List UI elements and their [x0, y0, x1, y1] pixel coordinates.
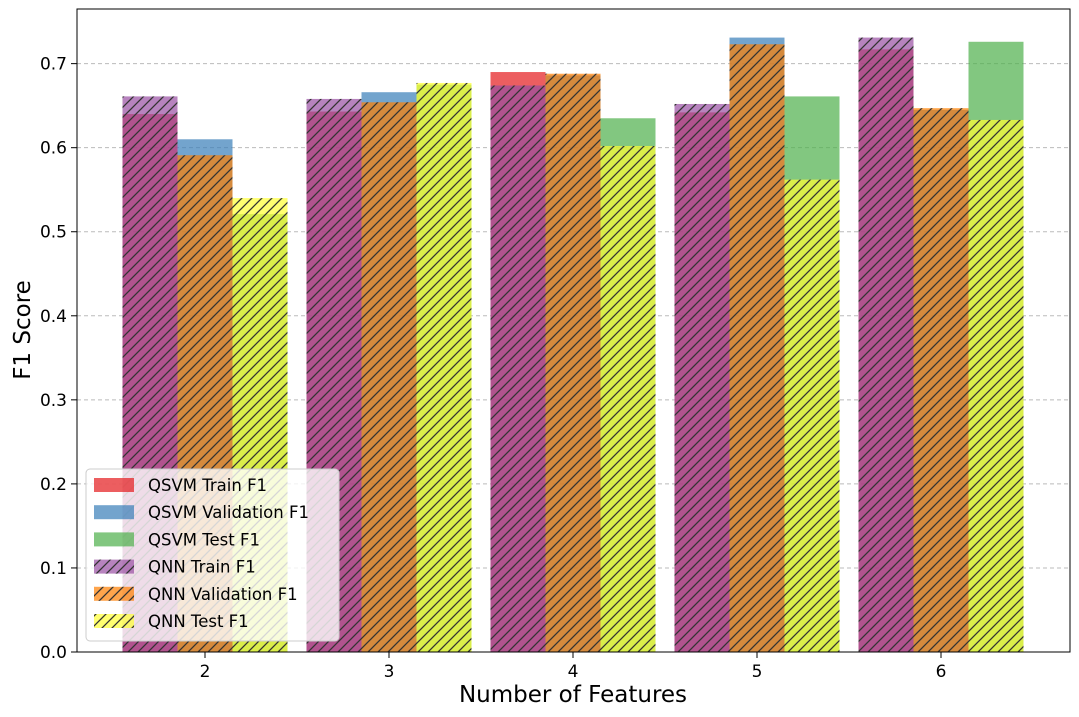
bar-qnn-validation-f1 [729, 44, 785, 653]
legend-swatch [94, 532, 134, 547]
bar-qnn-test-f1 [968, 119, 1024, 652]
legend-swatch [94, 478, 134, 492]
legend-item: QSVM Train F1 [94, 476, 267, 495]
y-tick-label: 0.2 [40, 475, 67, 495]
bar-qnn-train-f1 [490, 85, 546, 653]
legend-label: QSVM Train F1 [148, 476, 267, 495]
y-tick-label: 0.4 [40, 307, 67, 327]
legend-label: QSVM Test F1 [148, 530, 260, 549]
y-axis-title: F1 Score [10, 280, 36, 380]
x-tick-label: 4 [568, 662, 579, 682]
x-tick-label: 6 [936, 662, 947, 682]
legend-label: QNN Test F1 [148, 612, 249, 631]
legend-item: QNN Validation F1 [94, 585, 298, 604]
legend-box [85, 468, 340, 642]
x-tick-label: 5 [752, 662, 763, 682]
bar-qnn-validation-f1 [361, 102, 417, 653]
legend-item: QNN Test F1 [94, 612, 249, 631]
y-tick-label: 0.0 [40, 643, 67, 663]
legend-swatch [94, 505, 134, 520]
y-tick-label: 0.6 [40, 139, 67, 159]
legend-item: QNN Train F1 [94, 558, 256, 577]
bar-qnn-test-f1 [416, 82, 472, 653]
bar-qnn-train-f1 [674, 103, 730, 653]
legend: QSVM Train F1 QSVM Validation F1 QSVM Test… [85, 468, 340, 642]
axis-ticks: 0.0 0.1 0.2 0.3 0.4 0.5 0.6 0.7 2 3 4 5 6 [40, 55, 946, 682]
legend-item: QSVM Validation F1 [94, 503, 309, 522]
legend-item: QSVM Test F1 [94, 530, 260, 549]
y-tick-label: 0.1 [40, 559, 67, 579]
bars [122, 37, 1024, 653]
bar-qnn-test-f1 [600, 146, 656, 652]
y-tick-label: 0.7 [40, 55, 67, 75]
legend-label: QNN Validation F1 [148, 585, 298, 604]
legend-label: QSVM Validation F1 [148, 503, 309, 522]
legend-label: QNN Train F1 [148, 558, 256, 577]
bar-qnn-validation-f1 [545, 73, 601, 652]
bar-qnn-validation-f1 [913, 108, 969, 652]
x-tick-label: 3 [384, 662, 395, 682]
y-tick-label: 0.5 [40, 223, 67, 243]
x-axis-title: Number of Features [459, 682, 687, 708]
y-tick-label: 0.3 [40, 391, 67, 411]
bar-qnn-test-f1 [784, 179, 840, 652]
bar-qnn-train-f1 [858, 37, 914, 653]
x-tick-label: 2 [200, 662, 211, 682]
